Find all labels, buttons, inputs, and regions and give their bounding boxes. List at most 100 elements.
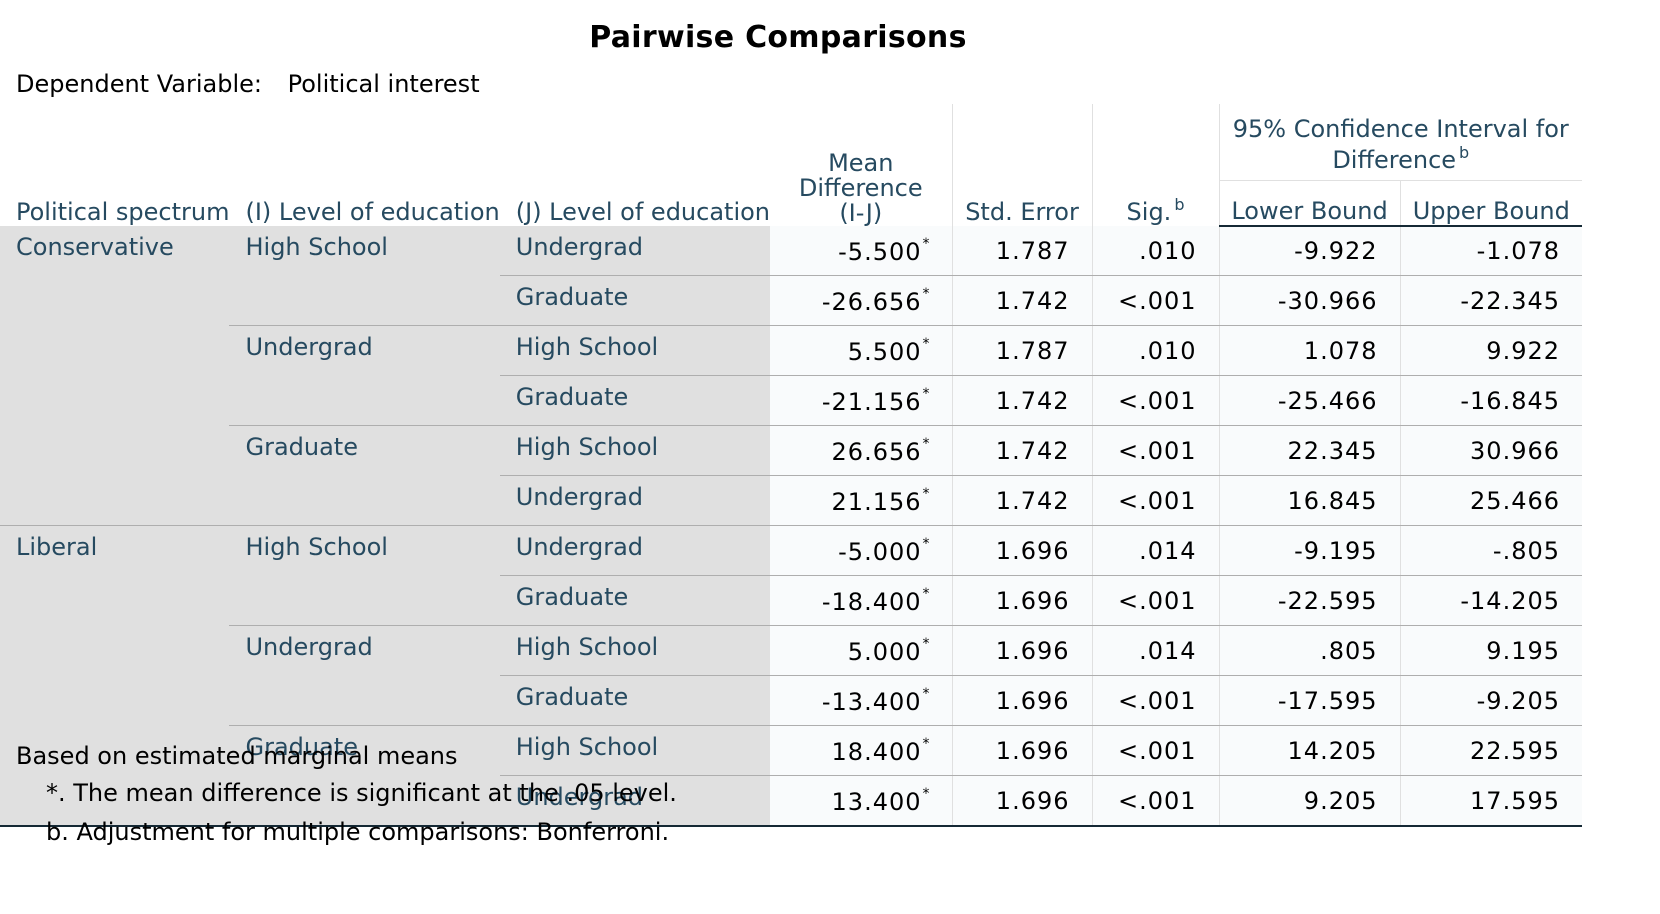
i-level-cell: Undergrad [229, 325, 500, 426]
mean-difference-value: 18.400 [831, 737, 922, 766]
header-confidence-interval: 95% Confidence Interval for Difference b [1219, 104, 1583, 181]
table-row: Graduate High School 18.400* 1.696 <.001… [0, 725, 1583, 827]
std-error-cell: 1.696 [951, 775, 1093, 827]
lower-bound-cell: -9.195 [1218, 525, 1401, 576]
dependent-variable-label: Dependent Variable: [16, 70, 262, 98]
mean-difference-value: -13.400 [821, 687, 922, 716]
j-level-cell: Graduate [499, 675, 771, 726]
j-level-cell: Undergrad [499, 775, 771, 827]
std-error-cell: 1.696 [951, 525, 1093, 576]
upper-bound-cell: 30.966 [1399, 425, 1583, 476]
sig-cell: <.001 [1091, 425, 1220, 476]
j-level-cell: Graduate [499, 275, 771, 326]
pairwise-comparisons-table: Political spectrum (I) Level of educatio… [0, 104, 1583, 827]
mean-difference-value: -18.400 [821, 587, 922, 616]
lower-bound-cell: 22.345 [1218, 425, 1401, 476]
significance-mark: * [922, 435, 930, 452]
mean-difference-value: 5.500 [847, 337, 922, 366]
lower-bound-cell: .805 [1218, 625, 1401, 676]
table-row: Graduate High School 26.656* 1.742 <.001… [0, 425, 1583, 526]
lower-bound-cell: -22.595 [1218, 575, 1401, 626]
significance-mark: * [922, 735, 930, 752]
spectrum-cell: Conservative [0, 226, 230, 526]
upper-bound-cell: -9.205 [1399, 675, 1583, 726]
table-row: Graduate -21.156* 1.742 <.001 -25.466 -1… [0, 375, 1583, 426]
sig-cell: <.001 [1091, 475, 1220, 526]
j-level-cell: High School [499, 325, 771, 376]
lower-bound-cell: -9.922 [1218, 226, 1401, 276]
table-row: Undergrad High School 5.000* 1.696 .014 … [0, 625, 1583, 726]
mean-difference-value: 13.400 [831, 787, 922, 816]
dependent-variable-line: Dependent Variable: Political interest [16, 70, 480, 98]
sig-cell: <.001 [1091, 375, 1220, 426]
mean-difference-cell: 18.400* [770, 725, 953, 776]
std-error-cell: 1.742 [951, 425, 1093, 476]
significance-mark: * [922, 535, 930, 552]
mean-difference-value: -5.000 [838, 537, 922, 566]
significance-mark: * [922, 485, 930, 502]
significance-mark: * [922, 385, 930, 402]
table-row: Graduate -13.400* 1.696 <.001 -17.595 -9… [0, 675, 1583, 726]
spectrum-cell: Liberal [0, 525, 230, 827]
upper-bound-cell: 9.922 [1399, 325, 1583, 376]
upper-bound-cell: 25.466 [1399, 475, 1583, 526]
significance-mark: * [922, 235, 930, 252]
i-level-cell: Graduate [229, 725, 500, 827]
lower-bound-cell: 14.205 [1218, 725, 1401, 776]
j-level-cell: Graduate [499, 375, 771, 426]
significance-mark: * [922, 635, 930, 652]
upper-bound-cell: -1.078 [1399, 226, 1583, 276]
sig-cell: .010 [1091, 325, 1220, 376]
j-level-cell: High School [499, 625, 771, 676]
std-error-cell: 1.742 [951, 275, 1093, 326]
header-upper-bound: Upper Bound [1400, 180, 1583, 227]
mean-difference-cell: -5.500* [770, 226, 953, 276]
table-row: Conservative High School Undergrad -5.50… [0, 226, 1583, 526]
lower-bound-cell: -17.595 [1218, 675, 1401, 726]
mean-difference-cell: -26.656* [770, 275, 953, 326]
header-sig-footnote: b [1174, 195, 1185, 214]
mean-difference-cell: 13.400* [770, 775, 953, 827]
std-error-cell: 1.742 [951, 375, 1093, 426]
header-ci-label: 95% Confidence Interval for Difference [1232, 115, 1569, 174]
dependent-variable-value: Political interest [287, 70, 480, 98]
header-sig-label: Sig. [1126, 198, 1172, 226]
table-row: Undergrad 21.156* 1.742 <.001 16.845 25.… [0, 475, 1583, 526]
upper-bound-cell: 17.595 [1399, 775, 1583, 827]
std-error-cell: 1.696 [951, 625, 1093, 676]
sig-cell: <.001 [1091, 725, 1220, 776]
mean-difference-value: 26.656 [831, 437, 922, 466]
lower-bound-cell: -30.966 [1218, 275, 1401, 326]
mean-difference-cell: 21.156* [770, 475, 953, 526]
significance-mark: * [922, 335, 930, 352]
std-error-cell: 1.742 [951, 475, 1093, 526]
sig-cell: .010 [1091, 226, 1220, 276]
i-level-cell: Graduate [229, 425, 500, 526]
upper-bound-cell: -14.205 [1399, 575, 1583, 626]
lower-bound-cell: -25.466 [1218, 375, 1401, 426]
header-ci-footnote: b [1459, 143, 1470, 162]
header-political-spectrum: Political spectrum [16, 198, 230, 226]
mean-difference-cell: -13.400* [770, 675, 953, 726]
i-level-cell: Undergrad [229, 625, 500, 726]
upper-bound-cell: -16.845 [1399, 375, 1583, 426]
table-row: Undergrad 13.400* 1.696 <.001 9.205 17.5… [0, 775, 1583, 827]
table-title: Pairwise Comparisons [589, 20, 967, 55]
sig-cell: <.001 [1091, 675, 1220, 726]
header-i-level: (I) Level of education [245, 198, 500, 226]
footnote-significance: *. The mean difference is significant at… [46, 779, 677, 807]
table-row: Graduate -26.656* 1.742 <.001 -30.966 -2… [0, 275, 1583, 326]
sig-cell: <.001 [1091, 575, 1220, 626]
sig-cell: .014 [1091, 625, 1220, 676]
significance-mark: * [922, 285, 930, 302]
header-j-level: (J) Level of education [515, 198, 771, 226]
std-error-cell: 1.696 [951, 575, 1093, 626]
table-body: Conservative High School Undergrad -5.50… [0, 226, 1583, 827]
std-error-cell: 1.787 [951, 325, 1093, 376]
footnote-based-on: Based on estimated marginal means [16, 742, 458, 770]
mean-difference-cell: -5.000* [770, 525, 953, 576]
mean-difference-cell: -18.400* [770, 575, 953, 626]
j-level-cell: Graduate [499, 575, 771, 626]
lower-bound-cell: 16.845 [1218, 475, 1401, 526]
significance-mark: * [922, 785, 930, 802]
